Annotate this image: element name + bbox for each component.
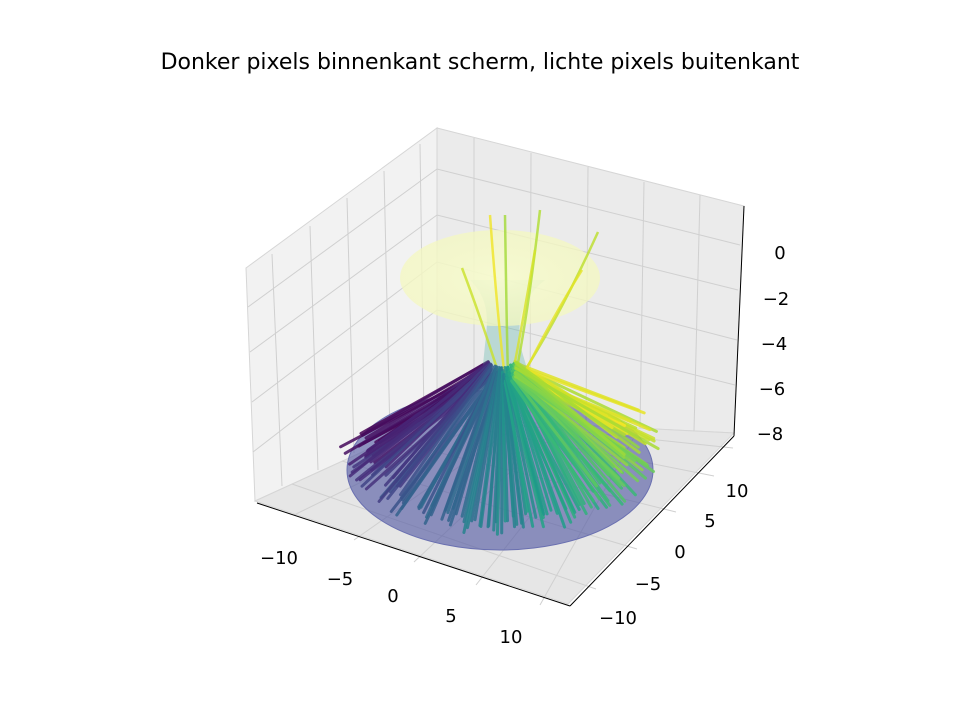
x-axis-line bbox=[256, 502, 571, 607]
strand bbox=[513, 361, 640, 412]
x-tick-label: −5 bbox=[327, 569, 354, 590]
strand bbox=[508, 377, 581, 511]
grid-line-horizontal-1 bbox=[249, 214, 739, 353]
strand bbox=[510, 379, 595, 503]
z-tick-label: −6 bbox=[759, 379, 786, 400]
z-tick-label: 0 bbox=[774, 243, 785, 264]
z-tick-label: −2 bbox=[763, 289, 790, 310]
top-disk bbox=[400, 230, 600, 326]
grid-line-horizontal-0 bbox=[247, 168, 741, 308]
strand bbox=[514, 361, 641, 454]
strand bbox=[348, 361, 491, 478]
chart-title: Donker pixels binnenkant scherm, lichte … bbox=[160, 50, 800, 75]
strand-upper bbox=[520, 269, 584, 379]
z-axis-line bbox=[733, 205, 745, 437]
y-tick-label: 5 bbox=[704, 511, 715, 532]
strand bbox=[503, 379, 530, 513]
z-tick-label: −8 bbox=[757, 424, 784, 445]
grid-line-right-3 bbox=[639, 181, 645, 429]
y-tick-label: 0 bbox=[674, 542, 685, 563]
strand bbox=[360, 365, 491, 488]
grid-line-left-1 bbox=[309, 225, 319, 471]
strand bbox=[504, 375, 538, 519]
strand bbox=[395, 374, 495, 517]
y-tick-label: −10 bbox=[599, 608, 637, 629]
strand bbox=[513, 377, 621, 480]
grid-line-left-2 bbox=[346, 197, 355, 454]
strand bbox=[478, 366, 502, 528]
strand bbox=[365, 361, 490, 453]
y-tick-label: 10 bbox=[726, 481, 749, 502]
strand bbox=[514, 372, 624, 457]
strands-front bbox=[343, 361, 660, 536]
strand bbox=[505, 373, 549, 516]
strand bbox=[399, 363, 493, 497]
strand bbox=[507, 377, 568, 511]
y-tick-label: −5 bbox=[635, 574, 662, 595]
strand bbox=[501, 370, 507, 523]
y-axis-line bbox=[569, 435, 735, 607]
strand bbox=[514, 366, 660, 451]
x-tick-label: 5 bbox=[445, 606, 456, 627]
x-tick-label: 0 bbox=[387, 586, 398, 607]
strand-upper bbox=[503, 214, 510, 379]
strand bbox=[425, 368, 497, 519]
strand bbox=[377, 364, 493, 503]
grid-line-left-0 bbox=[271, 253, 283, 487]
z-tick-label: −4 bbox=[761, 334, 788, 355]
x-tick-label: 10 bbox=[500, 627, 523, 648]
strand bbox=[487, 366, 503, 528]
strand bbox=[511, 375, 599, 488]
x-tick-label: −10 bbox=[260, 548, 298, 569]
axes bbox=[256, 205, 745, 607]
grid-line-left-3 bbox=[383, 170, 391, 437]
strand-upper bbox=[488, 214, 507, 379]
